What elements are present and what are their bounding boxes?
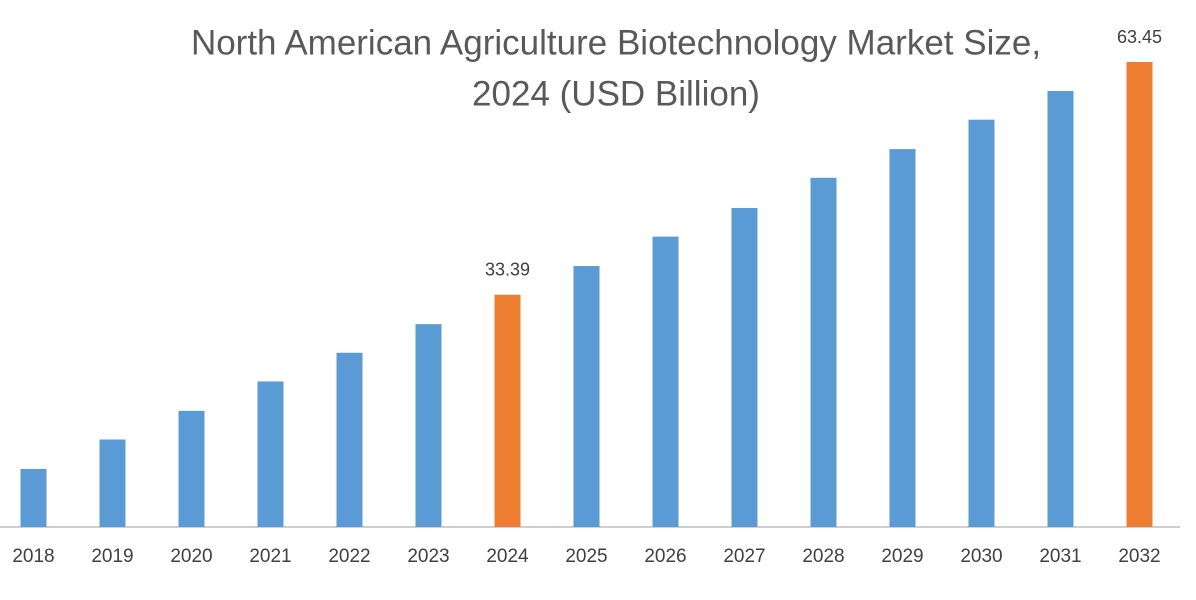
- bar: [20, 468, 47, 527]
- bar: [257, 381, 284, 527]
- x-tick-label: 2022: [328, 546, 370, 567]
- x-tick-label: 2030: [960, 546, 1002, 567]
- bar: [573, 266, 600, 527]
- x-tick-label: 2021: [249, 546, 291, 567]
- bar: [178, 410, 205, 527]
- x-tick-label: 2031: [1039, 546, 1081, 567]
- data-label: 63.45: [1117, 27, 1162, 47]
- x-tick-label: 2026: [644, 546, 686, 567]
- bar: [810, 177, 837, 527]
- bar: [889, 149, 916, 527]
- bar: [1047, 91, 1074, 527]
- bar: [652, 236, 679, 527]
- x-tick-label: 2028: [802, 546, 844, 567]
- chart-title: North American Agriculture Biotechnology…: [191, 23, 1041, 62]
- data-label: 33.39: [485, 260, 530, 280]
- bar: [415, 324, 442, 527]
- bar: [968, 119, 995, 527]
- x-tick-label: 2020: [170, 546, 212, 567]
- x-tick-label: 2025: [565, 546, 607, 567]
- x-tick-label: 2032: [1118, 546, 1160, 567]
- bar: [1126, 62, 1153, 527]
- x-tick-label: 2024: [486, 546, 529, 567]
- chart-title: 2024 (USD Billion): [472, 74, 760, 113]
- bar: [99, 439, 126, 527]
- bar: [336, 352, 363, 527]
- x-tick-label: 2029: [881, 546, 923, 567]
- bar: [731, 207, 758, 527]
- x-tick-label: 2019: [91, 546, 133, 567]
- x-tick-label: 2027: [723, 546, 765, 567]
- x-tick-label: 2018: [12, 546, 54, 567]
- x-tick-label: 2023: [407, 546, 449, 567]
- bar: [494, 294, 521, 527]
